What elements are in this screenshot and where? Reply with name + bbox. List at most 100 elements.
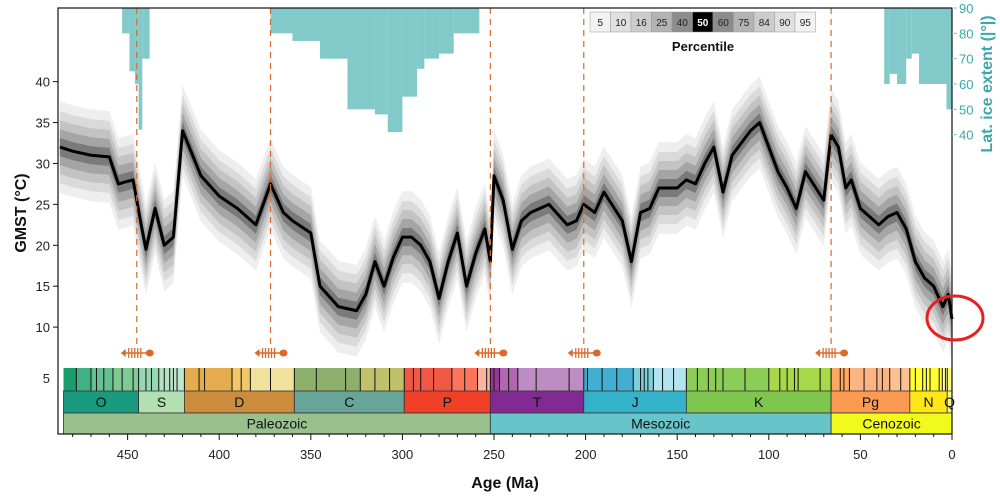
fish-head <box>840 349 849 357</box>
ice-tick-label: 70 <box>959 52 973 67</box>
stage-cell <box>76 368 91 391</box>
ice-tick-label: 50 <box>959 102 973 117</box>
median-line <box>59 121 954 320</box>
period-label: Q <box>944 394 955 410</box>
period-label: P <box>443 394 452 410</box>
ice-extent-bar <box>122 8 130 34</box>
x-axis-title: Age (Ma) <box>471 475 539 492</box>
stage-cell <box>942 368 948 391</box>
ice-extent-bar <box>453 8 480 34</box>
stage-cell <box>360 368 405 391</box>
y-tick-label: 5 <box>43 371 50 386</box>
legend-label: 25 <box>656 18 668 29</box>
x-tick-label: 350 <box>300 447 322 462</box>
ice-extent-bar <box>402 8 418 97</box>
period-label: D <box>234 394 244 410</box>
stage-cell <box>250 368 295 391</box>
stage-cell <box>112 368 139 391</box>
ice-axis-title: Lat. ice extent (|°|) <box>979 15 996 152</box>
extinction-markers <box>120 8 849 358</box>
x-tick-label: 100 <box>758 447 780 462</box>
ice-extent-bar <box>387 8 403 133</box>
stage-cell <box>889 368 910 391</box>
ice-extent-bar <box>884 8 890 84</box>
stage-cell <box>768 368 832 391</box>
y-tick-label: 40 <box>36 75 50 90</box>
legend-title: Percentile <box>672 39 734 54</box>
legend-label: 5 <box>597 18 603 29</box>
period-label: T <box>533 394 542 410</box>
legend-label: 60 <box>718 18 730 29</box>
stage-cell <box>477 368 491 391</box>
y-tick-label: 25 <box>36 197 50 212</box>
x-tick-label: 450 <box>117 447 139 462</box>
x-tick-label: 400 <box>208 447 230 462</box>
era-label: Paleozoic <box>247 416 308 432</box>
ice-tick-label: 90 <box>959 1 973 16</box>
ice-extent-bar <box>424 8 440 59</box>
geologic-timescale: O S D C P T J K Pg N Q Paleozoic Mesozoic Cenozoic <box>63 368 955 435</box>
era-label: Mesozoic <box>631 416 690 432</box>
legend-label: 16 <box>636 18 648 29</box>
ice-extent-bar <box>889 8 898 74</box>
fish-tail <box>254 349 260 357</box>
stage-cell <box>294 368 361 391</box>
fish-head <box>145 349 154 357</box>
legend-label: 75 <box>738 18 750 29</box>
fish-tail <box>815 349 821 357</box>
period-label: J <box>632 394 639 410</box>
x-tick-label: 200 <box>575 447 597 462</box>
stage-cell <box>490 368 500 391</box>
ice-extent-bar <box>897 8 907 84</box>
period-label: K <box>754 394 764 410</box>
ice-extent-bar <box>439 8 454 54</box>
y-tick-label: 15 <box>36 279 50 294</box>
ice-extent-bar <box>919 8 947 84</box>
period-label: N <box>923 394 933 410</box>
x-tick-label: 150 <box>666 447 688 462</box>
stage-cell <box>184 368 233 391</box>
fish-skeleton-icon <box>815 348 849 358</box>
ice-tick-label: 40 <box>959 128 973 143</box>
y-tick-label: 10 <box>36 320 50 335</box>
y-tick-label: 35 <box>36 116 50 131</box>
y-tick-label: 30 <box>36 156 50 171</box>
ice-extent-bar <box>417 8 425 69</box>
fish-head <box>499 349 508 357</box>
period-label: Pg <box>862 394 879 410</box>
fish-tail <box>474 349 480 357</box>
ice-extent-layer <box>122 8 952 133</box>
period-label: C <box>344 394 354 410</box>
ice-extent-bar <box>292 8 320 41</box>
stage-cell <box>653 368 687 391</box>
legend-label: 40 <box>677 18 689 29</box>
plot-frame <box>57 7 953 435</box>
stage-cell <box>947 368 952 391</box>
ice-extent-bar <box>319 8 348 59</box>
fish-skeleton-icon <box>474 348 508 358</box>
stage-cell <box>90 368 113 391</box>
ice-tick-label: 60 <box>959 77 973 92</box>
ice-extent-bar <box>347 8 375 110</box>
stage-cell <box>583 368 634 391</box>
y-tick-label: 20 <box>36 238 50 253</box>
stage-cell <box>517 368 584 391</box>
legend-label: 90 <box>779 18 791 29</box>
stage-cell <box>633 368 654 391</box>
stage-cell <box>138 368 159 391</box>
fish-tail <box>567 349 573 357</box>
fish-skeleton-icon <box>254 348 288 358</box>
x-tick-label: 0 <box>948 447 955 462</box>
stage-cell <box>404 368 452 391</box>
ice-extent-bar <box>129 8 135 72</box>
fish-head <box>592 349 601 357</box>
legend-label: 95 <box>800 18 812 29</box>
ice-extent-bar <box>138 8 143 130</box>
legend-swatch <box>794 11 816 33</box>
stage-cell <box>686 368 769 391</box>
stage-cell <box>849 368 890 391</box>
y-axis-title: GMST (°C) <box>13 173 30 252</box>
legend-label: 84 <box>759 18 771 29</box>
